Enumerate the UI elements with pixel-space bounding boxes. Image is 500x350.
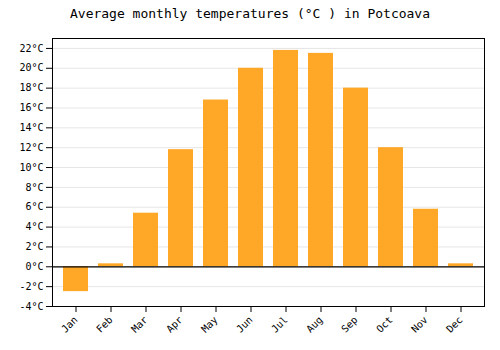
svg-text:Jun: Jun [234,314,255,335]
svg-text:-4°C: -4°C [19,301,43,312]
svg-text:Jan: Jan [59,314,80,335]
svg-text:18°C: 18°C [19,82,43,93]
svg-text:16°C: 16°C [19,102,43,113]
svg-text:20°C: 20°C [19,62,43,73]
svg-text:6°C: 6°C [25,201,43,212]
svg-text:Mar: Mar [129,314,150,335]
svg-text:4°C: 4°C [25,221,43,232]
svg-text:Sep: Sep [339,314,360,335]
html-text:Average monthly temperatures (: Average monthly temperatures (°C ) in Po… [70,6,430,21]
svg-text:May: May [199,314,220,335]
svg-text:Aug: Aug [304,314,325,335]
svg-text:22°C: 22°C [19,43,43,54]
svg-text:10°C: 10°C [19,162,43,173]
svg-text:Nov: Nov [409,314,430,335]
svg-text:0°C: 0°C [25,261,43,272]
svg-text:12°C: 12°C [19,142,43,153]
svg-text:Jul: Jul [269,314,290,335]
svg-text:-2°C: -2°C [19,281,43,292]
svg-text:Dec: Dec [444,314,465,335]
svg-text:8°C: 8°C [25,182,43,193]
svg-text:Feb: Feb [94,314,115,335]
svg-text:14°C: 14°C [19,122,43,133]
svg-text:Oct: Oct [374,314,395,335]
svg-text:2°C: 2°C [25,241,43,252]
svg-text:Apr: Apr [164,314,185,335]
